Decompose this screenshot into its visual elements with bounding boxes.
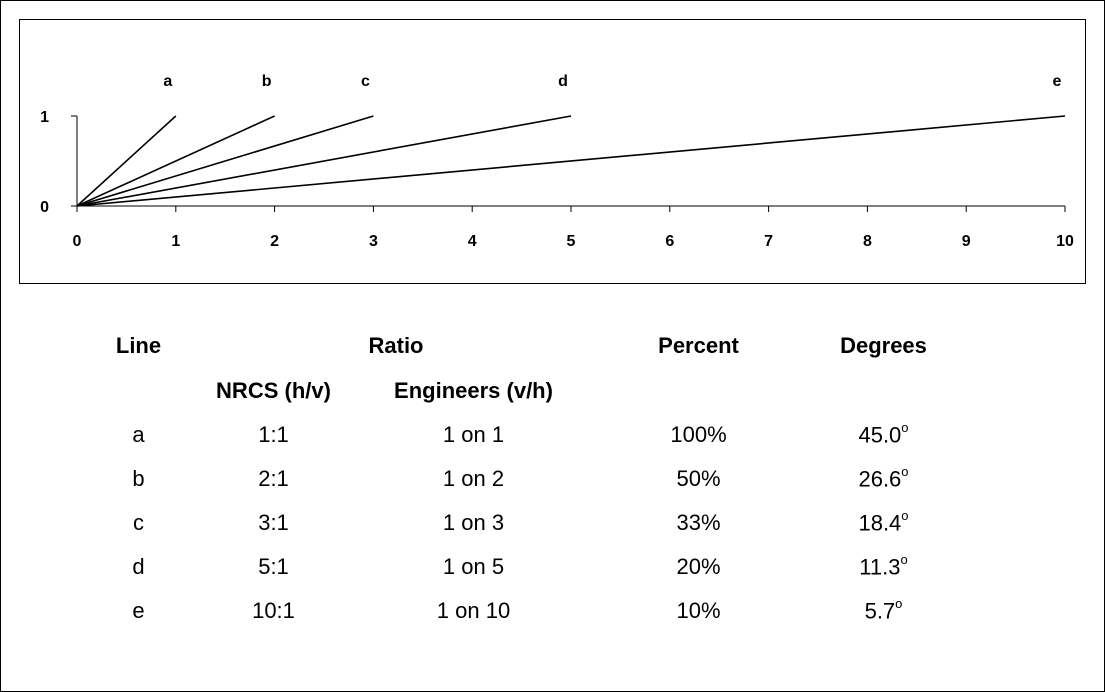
- degree-symbol: o: [900, 551, 908, 567]
- degree-symbol: o: [901, 507, 909, 523]
- x-tick-label: 3: [369, 233, 378, 250]
- cell-nrcs: 5:1: [258, 554, 289, 579]
- cell-percent: 100%: [670, 422, 727, 447]
- degree-symbol: o: [901, 419, 909, 435]
- cell-line: e: [132, 598, 145, 623]
- degree-symbol: o: [895, 595, 903, 611]
- subheader-empty: [596, 369, 801, 413]
- degrees-value: 11.3: [859, 554, 901, 580]
- x-tick-label: 7: [764, 233, 773, 250]
- header-line: Line: [115, 333, 162, 358]
- subheader-empty: [81, 369, 196, 413]
- x-tick-label: 2: [270, 233, 279, 250]
- table-row: e 10:1 1 on 10 10% 5.7o: [81, 589, 966, 633]
- table-body: a 1:1 1 on 1 100% 45.0o b 2:1 1 on 2 50% 26.6o c 3:…: [81, 413, 966, 633]
- header-degrees: Degrees: [840, 333, 927, 358]
- cell-degrees: 11.3o: [801, 545, 966, 589]
- cell-nrcs: 3:1: [258, 510, 289, 535]
- x-tick-label: 6: [665, 233, 674, 250]
- x-tick-label: 9: [962, 233, 971, 250]
- cell-engineers: 1 on 5: [442, 554, 505, 579]
- slope-line-label-e: e: [1053, 73, 1062, 90]
- table-row: d 5:1 1 on 5 20% 11.3o: [81, 545, 966, 589]
- table-header-row: Line Ratio Percent Degrees: [81, 323, 966, 369]
- x-tick-label: 8: [863, 233, 872, 250]
- cell-nrcs: 1:1: [258, 422, 289, 447]
- slope-line-label-d: d: [558, 73, 568, 90]
- x-tick-label: 5: [567, 233, 576, 250]
- table-row: c 3:1 1 on 3 33% 18.4o: [81, 501, 966, 545]
- cell-percent: 20%: [676, 554, 721, 579]
- cell-line: d: [132, 554, 145, 579]
- slope-chart-svg: 0 1 2 3 4 5 6 7 8 9 10 0 1 a b c d e: [40, 73, 1074, 250]
- cell-degrees: 5.7o: [801, 589, 966, 633]
- header-nrcs: NRCS (h/v): [216, 378, 331, 403]
- x-tick-label: 1: [171, 233, 180, 250]
- degrees-value: 45.0: [858, 422, 902, 448]
- cell-degrees: 26.6o: [801, 457, 966, 501]
- slope-line-d: [76, 115, 572, 207]
- table-subheader-row: NRCS (h/v) Engineers (v/h): [81, 369, 966, 413]
- subheader-empty: [801, 369, 966, 413]
- degrees-value: 26.6: [858, 466, 902, 492]
- cell-engineers: 1 on 10: [436, 598, 511, 623]
- header-engineers: Engineers (v/h): [394, 378, 553, 403]
- slope-line-a: [76, 115, 177, 207]
- cell-engineers: 1 on 3: [442, 510, 505, 535]
- header-percent: Percent: [658, 333, 739, 358]
- slope-chart: 0 1 2 3 4 5 6 7 8 9 10 0 1 a b c d e: [19, 19, 1086, 284]
- cell-percent: 50%: [676, 466, 721, 491]
- slope-line-c: [76, 115, 374, 207]
- y-tick-label: 0: [40, 199, 49, 216]
- table-row: a 1:1 1 on 1 100% 45.0o: [81, 413, 966, 457]
- y-tick-label: 1: [40, 109, 49, 126]
- cell-line: a: [132, 422, 145, 447]
- header-ratio: Ratio: [368, 333, 424, 358]
- cell-nrcs: 2:1: [258, 466, 289, 491]
- x-tick-label: 10: [1056, 233, 1074, 250]
- slope-line-b: [76, 115, 275, 207]
- degrees-value: 18.4: [858, 510, 902, 536]
- cell-engineers: 1 on 2: [442, 466, 505, 491]
- slope-line-label-b: b: [262, 73, 272, 90]
- cell-degrees: 45.0o: [801, 413, 966, 457]
- degrees-value: 5.7: [864, 598, 896, 624]
- slope-table: Line Ratio Percent Degrees NRCS (h/v) En…: [81, 323, 966, 633]
- slope-line-label-a: a: [163, 73, 172, 90]
- table-row: b 2:1 1 on 2 50% 26.6o: [81, 457, 966, 501]
- x-tick-label: 4: [468, 233, 477, 250]
- cell-nrcs: 10:1: [252, 598, 295, 623]
- x-tick-label: 0: [73, 233, 82, 250]
- cell-line: c: [133, 510, 144, 535]
- cell-degrees: 18.4o: [801, 501, 966, 545]
- cell-percent: 10%: [676, 598, 721, 623]
- cell-line: b: [132, 466, 145, 491]
- cell-engineers: 1 on 1: [442, 422, 505, 447]
- degree-symbol: o: [901, 463, 909, 479]
- cell-percent: 33%: [676, 510, 721, 535]
- slope-line-label-c: c: [361, 73, 370, 90]
- slope-line-e: [76, 115, 1066, 207]
